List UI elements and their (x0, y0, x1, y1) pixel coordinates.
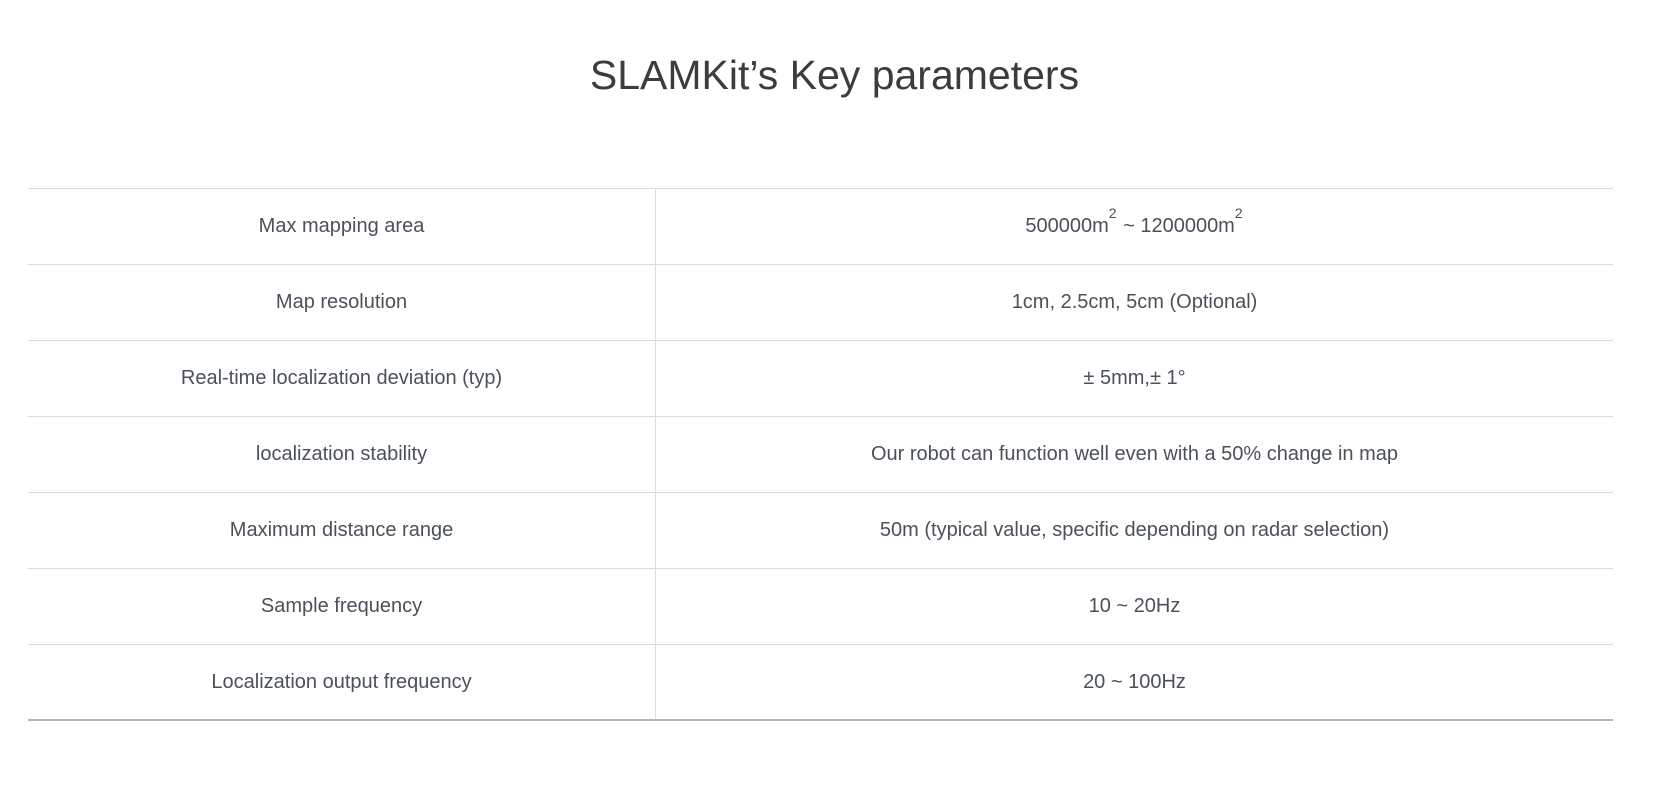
row-value-localization-stability: Our robot can function well even with a … (656, 417, 1613, 492)
table-row: Max mapping area 500000m2 ~ 1200000m2 (28, 189, 1613, 265)
row-label-max-distance-range: Maximum distance range (28, 493, 656, 568)
row-label-localization-stability: localization stability (28, 417, 656, 492)
row-label-localization-output-frequency: Localization output frequency (28, 645, 656, 719)
row-value-text: Our robot can function well even with a … (871, 443, 1398, 465)
table-row: Sample frequency 10 ~ 20Hz (28, 569, 1613, 645)
table-row: Real-time localization deviation (typ) ±… (28, 341, 1613, 417)
row-value-map-resolution: 1cm, 2.5cm, 5cm (Optional) (656, 265, 1613, 340)
table-row: Map resolution 1cm, 2.5cm, 5cm (Optional… (28, 265, 1613, 341)
row-label-text: Map resolution (275, 291, 408, 313)
page-title: SLAMKit’s Key parameters (589, 52, 1080, 98)
row-value-text: 20 ~ 100Hz (1083, 670, 1186, 693)
row-value-text: ± 5mm,± 1° (1083, 367, 1186, 389)
row-label-text: Real-time localization deviation (typ) (180, 367, 503, 389)
value-part: 500000m (1025, 215, 1109, 237)
table-row: Maximum distance range 50m (typical valu… (28, 493, 1613, 569)
row-label-max-mapping-area: Max mapping area (28, 189, 656, 264)
row-label-text: Sample frequency (260, 595, 423, 617)
row-value-max-distance-range: 50m (typical value, specific depending o… (656, 493, 1613, 568)
row-label-localization-deviation: Real-time localization deviation (typ) (28, 341, 656, 416)
table-row: localization stability Our robot can fun… (28, 417, 1613, 493)
superscript: 2 (1108, 205, 1117, 222)
key-parameters-table: Max mapping area 500000m2 ~ 1200000m2 Ma… (28, 188, 1613, 721)
row-label-sample-frequency: Sample frequency (28, 569, 656, 644)
superscript: 2 (1234, 205, 1243, 222)
row-label-map-resolution: Map resolution (28, 265, 656, 340)
table-row: Localization output frequency 20 ~ 100Hz (28, 645, 1613, 721)
row-value-text: 50m (typical value, specific depending o… (879, 519, 1390, 541)
row-value-sample-frequency: 10 ~ 20Hz (656, 569, 1613, 644)
row-value-text: 10 ~ 20Hz (1088, 595, 1181, 617)
row-value-max-mapping-area: 500000m2 ~ 1200000m2 (656, 189, 1613, 264)
row-value-localization-deviation: ± 5mm,± 1° (656, 341, 1613, 416)
row-value-text: 1cm, 2.5cm, 5cm (Optional) (1011, 291, 1258, 313)
row-label-text: Localization output frequency (211, 670, 472, 693)
value-part: ~ 1200000m (1117, 215, 1235, 237)
row-value-text: 500000m2 ~ 1200000m2 (1025, 206, 1243, 238)
row-label-text: localization stability (255, 443, 428, 465)
row-label-text: Maximum distance range (229, 519, 454, 541)
row-label-text: Max mapping area (258, 215, 425, 237)
row-value-localization-output-frequency: 20 ~ 100Hz (656, 645, 1613, 719)
